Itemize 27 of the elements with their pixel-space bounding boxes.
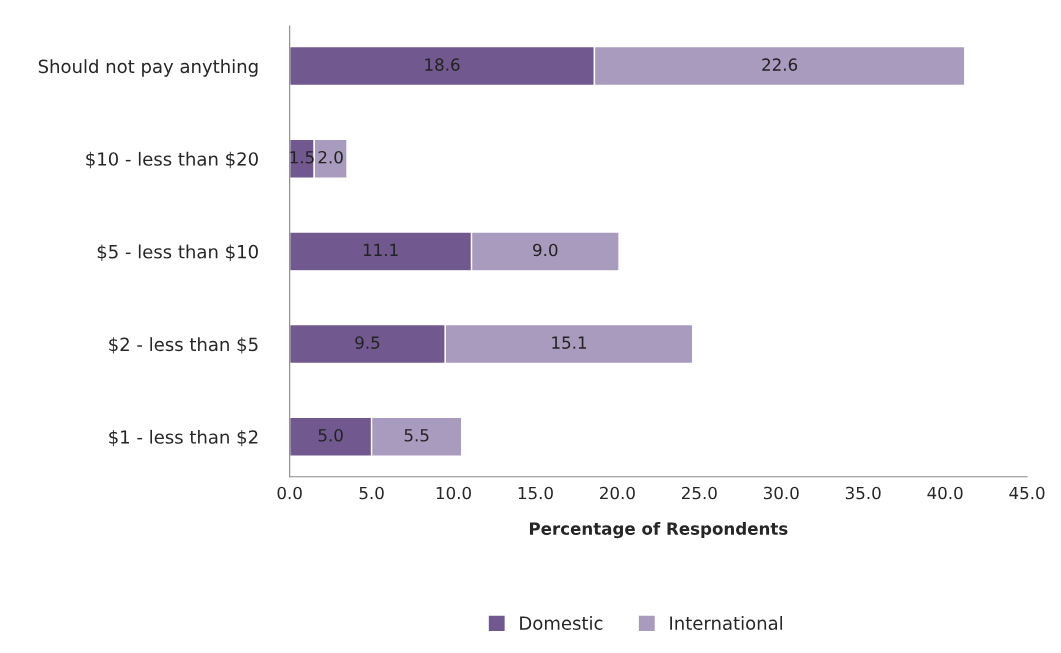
y-tick-label: $5 - less than $10 <box>97 244 258 261</box>
data-label: 5.5 <box>404 429 429 442</box>
legend-label: International <box>670 616 783 630</box>
x-tick-label: 25.0 <box>681 486 717 500</box>
data-label: 11.1 <box>363 243 398 256</box>
x-axis-title: Percentage of Respondents <box>529 521 788 539</box>
x-tick-label: 10.0 <box>436 486 471 500</box>
legend-label: Domestic <box>520 616 603 630</box>
data-label: 2.0 <box>318 150 343 164</box>
y-tick-label: $2 - less than $5 <box>109 337 258 354</box>
x-tick-label: 5.0 <box>359 486 384 500</box>
y-tick-label: $1 - less than $2 <box>109 429 258 447</box>
x-tick-label: 0.0 <box>277 486 302 500</box>
x-tick-label: 45.0 <box>1009 486 1045 500</box>
x-tick-label: 15.0 <box>518 486 553 500</box>
y-tick-label: $10 - less than $20 <box>86 151 258 169</box>
data-label: 18.6 <box>425 58 460 71</box>
data-label: 15.1 <box>552 336 587 349</box>
x-tick-label: 20.0 <box>600 486 635 500</box>
y-tick-label: Should not pay anything <box>38 59 258 77</box>
x-tick-label: 30.0 <box>763 486 799 500</box>
x-tick-label: 40.0 <box>927 486 963 500</box>
data-label: 5.0 <box>318 428 343 442</box>
data-label: 22.6 <box>762 58 798 71</box>
data-label: 9.5 <box>355 336 380 349</box>
x-tick-label: 35.0 <box>845 486 881 500</box>
data-label: 9.0 <box>533 243 558 257</box>
